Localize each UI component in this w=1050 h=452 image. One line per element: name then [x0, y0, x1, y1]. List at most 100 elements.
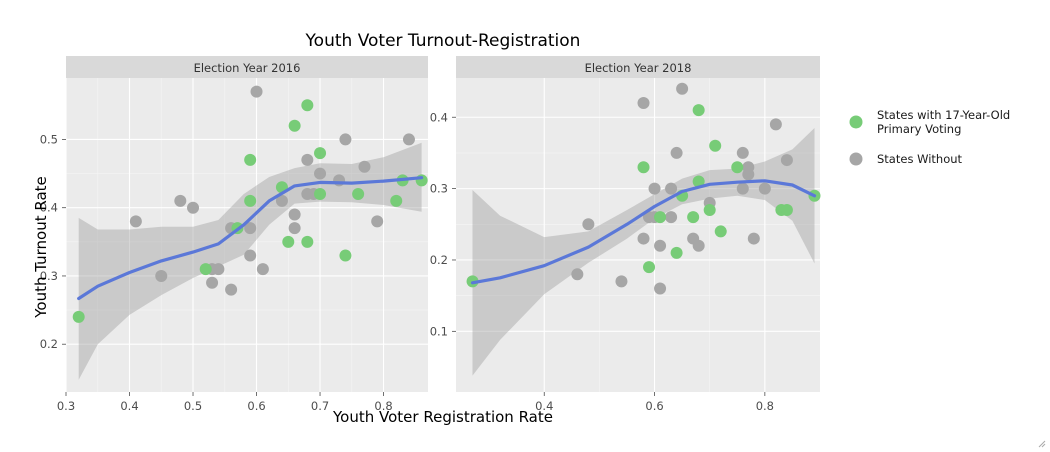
data-point-with: [703, 204, 716, 217]
data-point-without: [256, 263, 269, 276]
data-point-with: [654, 211, 667, 224]
data-point-with: [687, 211, 700, 224]
data-point-without: [301, 153, 314, 166]
data-point-without: [670, 146, 683, 159]
x-tick-label: 0.6: [247, 399, 265, 413]
data-point-without: [275, 194, 288, 207]
panel-background: [66, 78, 428, 392]
data-point-without: [747, 232, 760, 245]
data-point-with: [670, 246, 683, 259]
data-point-without: [654, 282, 667, 295]
smooth-trend-line: [470, 179, 817, 285]
legend-label: States Without: [877, 152, 963, 166]
x-tick-label: 0.5: [184, 399, 202, 413]
data-point-without: [637, 232, 650, 245]
data-point-with: [199, 263, 212, 276]
data-point-without: [244, 249, 257, 262]
resize-grip-icon[interactable]: [1038, 440, 1046, 448]
y-tick-label: 0.1: [430, 324, 448, 338]
y-tick-label: 0.3: [40, 269, 58, 283]
data-point-with: [643, 261, 656, 274]
legend-label: States with 17-Year-Old: [877, 108, 1010, 122]
data-point-without: [780, 154, 793, 167]
y-tick-label: 0.5: [40, 132, 58, 146]
data-point-with: [314, 147, 327, 160]
data-point-without: [206, 276, 219, 289]
data-point-with: [780, 204, 793, 217]
x-tick-label: 0.4: [535, 399, 553, 413]
data-point-without: [187, 201, 200, 214]
facet-strip: [66, 56, 428, 78]
facet-strip: [456, 56, 820, 78]
data-point-without: [736, 182, 749, 195]
data-point-without: [174, 194, 187, 207]
data-point-without: [250, 85, 263, 98]
data-point-without: [244, 222, 257, 235]
legend-label: Primary Voting: [877, 122, 961, 136]
data-point-with: [390, 194, 403, 207]
data-point-with: [301, 99, 314, 112]
data-point-without: [637, 96, 650, 109]
data-point-with: [637, 161, 650, 174]
legend-swatch: [849, 152, 863, 166]
data-point-without: [358, 160, 371, 173]
chart-title: Youth Voter Turnout-Registration: [305, 31, 581, 51]
data-point-without: [758, 182, 771, 195]
data-point-without: [129, 215, 142, 228]
data-point-without: [654, 239, 667, 252]
facet-strip-label: Election Year 2016: [194, 61, 301, 75]
data-point-with: [709, 139, 722, 152]
facet-strip-label: Election Year 2018: [585, 61, 692, 75]
data-point-with: [244, 194, 257, 207]
data-point-without: [769, 118, 782, 131]
y-tick-label: 0.2: [430, 253, 448, 267]
data-point-with: [714, 225, 727, 238]
data-point-without: [736, 146, 749, 159]
data-point-without: [665, 182, 678, 195]
y-tick-label: 0.4: [430, 110, 448, 124]
data-point-with: [314, 188, 327, 201]
data-point-with: [288, 119, 301, 132]
confidence-ribbon: [472, 128, 815, 376]
x-tick-label: 0.7: [311, 399, 329, 413]
data-point-without: [288, 222, 301, 235]
data-point-without: [742, 168, 755, 181]
data-point-without: [402, 133, 415, 146]
data-point-without: [333, 174, 346, 187]
x-tick-label: 0.8: [374, 399, 392, 413]
y-tick-label: 0.2: [40, 337, 58, 351]
y-tick-label: 0.4: [40, 201, 58, 215]
facet-panel: Election Year 2018 0.4 0.6 0.8 0.1 0.2 0.3 0.4: [430, 56, 821, 413]
x-tick-label: 0.8: [756, 399, 774, 413]
data-point-without: [676, 82, 689, 95]
y-axis-title: Youth Turnout Rate: [32, 176, 50, 319]
data-point-without: [582, 218, 595, 231]
data-point-with: [692, 175, 705, 188]
data-point-without: [155, 269, 168, 282]
data-point-without: [288, 208, 301, 221]
facet-panels: Election Year 2016 0.3 0.4 0.5 0.6 0.7 0.8 0.2 0…: [40, 56, 821, 413]
data-point-without: [212, 263, 225, 276]
data-point-with: [301, 235, 314, 248]
data-point-without: [692, 239, 705, 252]
legend-swatch: [849, 115, 863, 129]
x-tick-label: 0.4: [120, 399, 138, 413]
x-axis-title: Youth Voter Registration Rate: [332, 408, 553, 426]
data-point-with: [692, 104, 705, 117]
legend-item-without[interactable]: States Without: [849, 152, 963, 166]
data-point-without: [225, 283, 238, 296]
data-point-without: [314, 167, 327, 180]
x-tick-label: 0.3: [57, 399, 75, 413]
data-point-with: [731, 161, 744, 174]
data-point-without: [571, 268, 584, 281]
data-point-with: [282, 235, 295, 248]
facet-panel: Election Year 2016 0.3 0.4 0.5 0.6 0.7 0.8 0.2 0…: [40, 56, 428, 413]
data-point-without: [665, 211, 678, 224]
panel-background: [456, 78, 820, 392]
data-point-with: [72, 310, 85, 323]
data-point-with: [339, 249, 352, 262]
smooth-trend-line: [77, 176, 424, 301]
